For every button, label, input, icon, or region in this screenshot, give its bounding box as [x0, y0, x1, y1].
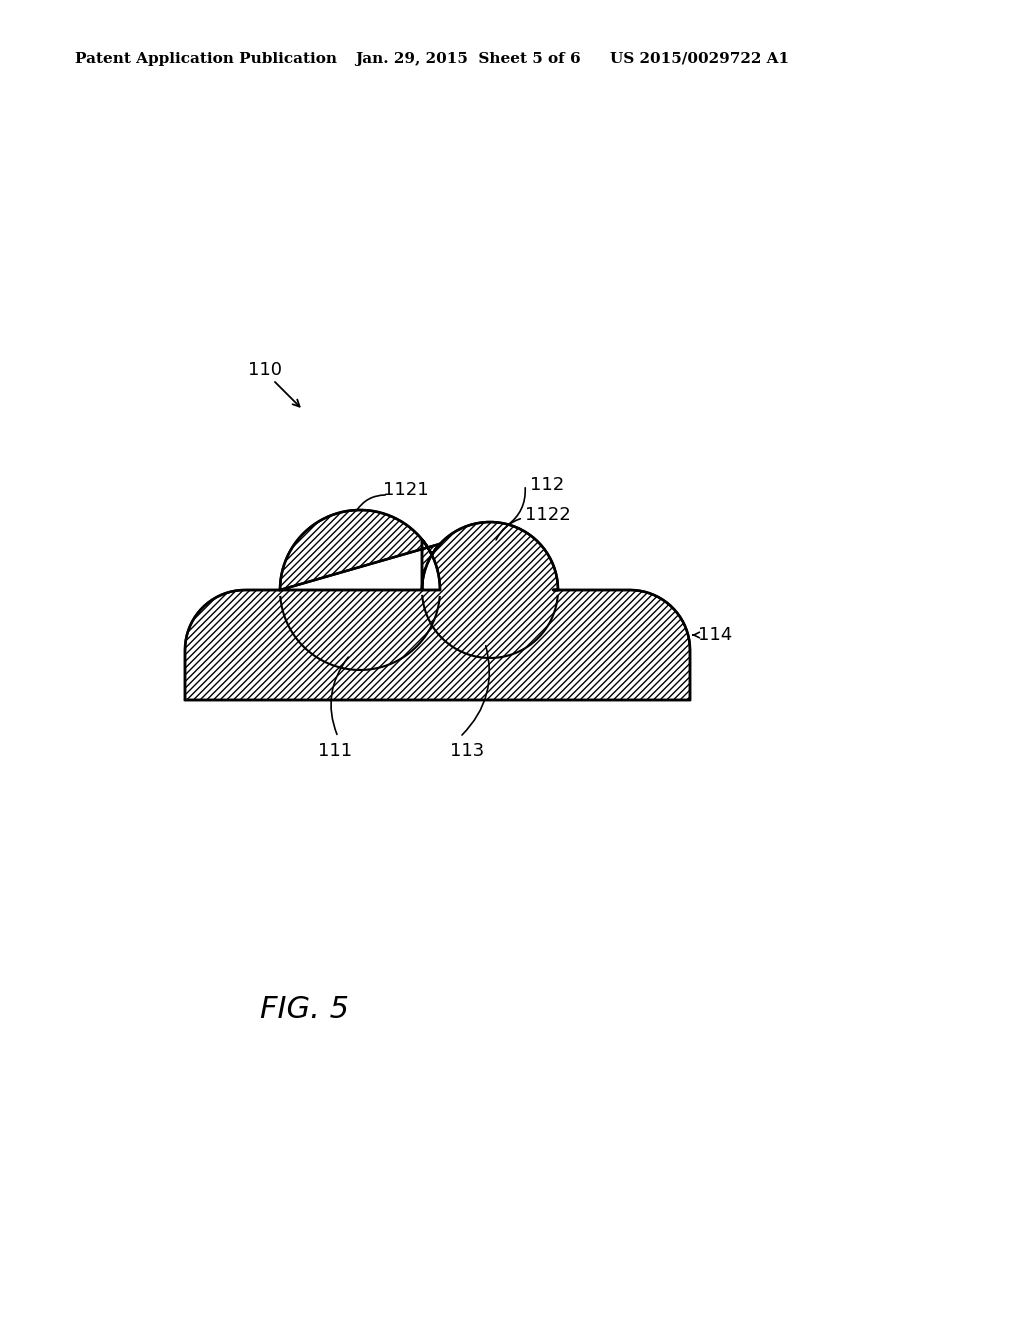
Text: 1122: 1122 — [525, 506, 570, 524]
Text: 112: 112 — [530, 477, 564, 494]
Text: US 2015/0029722 A1: US 2015/0029722 A1 — [610, 51, 790, 66]
Text: Patent Application Publication: Patent Application Publication — [75, 51, 337, 66]
Text: 111: 111 — [318, 742, 352, 760]
Text: 113: 113 — [450, 742, 484, 760]
Text: 110: 110 — [248, 360, 282, 379]
Text: Jan. 29, 2015  Sheet 5 of 6: Jan. 29, 2015 Sheet 5 of 6 — [355, 51, 581, 66]
Polygon shape — [185, 510, 690, 700]
Text: 1121: 1121 — [383, 480, 429, 499]
Text: 114: 114 — [698, 626, 732, 644]
Text: FIG. 5: FIG. 5 — [260, 995, 349, 1024]
